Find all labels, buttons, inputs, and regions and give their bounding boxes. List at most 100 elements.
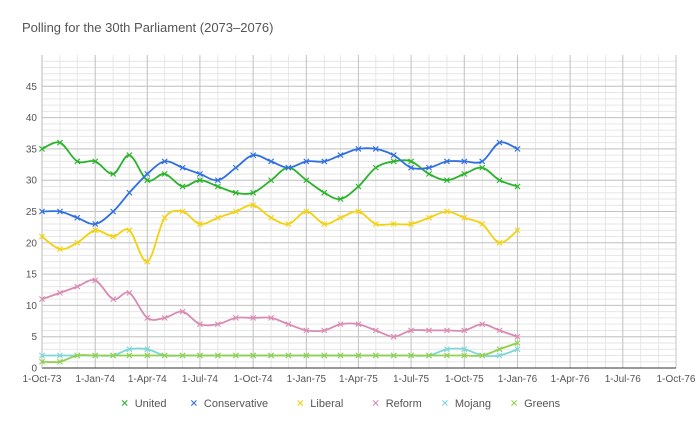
data-point-united <box>461 170 468 177</box>
data-point-conservative <box>443 158 450 165</box>
data-point-greens <box>443 352 450 359</box>
data-point-liberal <box>250 202 257 209</box>
data-point-liberal <box>110 233 117 240</box>
axes: 1-Oct-73 1-Jan-74 1-Apr-74 1-Jul-74 1-Oct-74… <box>23 55 696 385</box>
legend-item-conservative: Conservative <box>190 398 268 410</box>
data-point-liberal <box>496 239 503 246</box>
data-point-reform <box>337 321 344 328</box>
data-point-united <box>161 170 168 177</box>
data-point-united <box>321 189 328 196</box>
data-point-liberal <box>479 221 486 228</box>
legend-label-greens: Greens <box>524 398 561 410</box>
data-point-mojang <box>56 352 63 359</box>
data-point-greens <box>321 352 328 359</box>
x-tick-label: 1-Jan-74 <box>75 374 115 385</box>
data-point-reform <box>56 289 63 296</box>
data-point-conservative <box>355 145 362 152</box>
data-point-conservative <box>426 164 432 171</box>
data-point-reform <box>514 333 521 340</box>
series-conservative <box>39 139 521 228</box>
legend-marker-conservative <box>190 400 197 406</box>
series-line-greens <box>41 342 518 364</box>
data-point-liberal <box>268 214 275 221</box>
x-tick-label: 1-Jul-75 <box>393 374 430 385</box>
data-point-liberal <box>372 221 379 228</box>
x-tick-label: 1-Jul-74 <box>182 374 219 385</box>
data-point-united <box>179 183 186 190</box>
data-point-conservative <box>479 158 486 165</box>
data-point-mojang <box>144 346 151 353</box>
data-point-reform <box>126 289 133 296</box>
data-point-liberal <box>214 214 221 221</box>
data-point-greens <box>126 352 133 359</box>
data-point-united <box>232 189 239 196</box>
data-point-liberal <box>426 214 432 221</box>
data-point-greens <box>355 352 362 359</box>
data-point-reform <box>161 314 168 321</box>
data-point-reform <box>110 296 117 303</box>
data-point-reform <box>443 327 450 334</box>
y-tick-label: 10 <box>26 301 38 312</box>
data-point-liberal <box>232 208 239 215</box>
data-point-reform <box>144 314 151 321</box>
data-point-conservative <box>461 158 468 165</box>
data-point-liberal <box>161 214 168 221</box>
data-point-liberal <box>196 221 203 228</box>
data-point-reform <box>250 314 257 321</box>
data-point-conservative <box>496 139 503 146</box>
data-point-conservative <box>214 177 221 184</box>
data-point-greens <box>285 352 292 359</box>
legend-label-conservative: Conservative <box>204 398 268 410</box>
data-point-reform <box>426 327 432 334</box>
data-point-liberal <box>461 214 468 221</box>
series-line-conservative <box>41 141 518 226</box>
data-point-conservative <box>390 152 397 159</box>
y-tick-label: 25 <box>26 207 38 218</box>
data-point-reform <box>196 321 203 328</box>
legend-item-reform: Reform <box>372 398 422 410</box>
x-tick-label: 1-Jan-76 <box>498 374 538 385</box>
data-point-greens <box>390 352 397 359</box>
data-point-reform <box>355 321 362 328</box>
data-point-conservative <box>92 221 99 228</box>
x-tick-label: 1-Jul-76 <box>605 374 642 385</box>
data-point-liberal <box>443 208 450 215</box>
data-point-mojang <box>39 352 45 359</box>
data-point-conservative <box>74 214 81 221</box>
data-point-greens <box>426 352 432 359</box>
data-point-liberal <box>355 208 362 215</box>
data-point-mojang <box>514 346 521 353</box>
data-point-liberal <box>126 227 133 234</box>
y-tick-label: 5 <box>31 332 37 343</box>
data-point-united <box>372 164 379 171</box>
data-point-liberal <box>92 227 99 234</box>
data-point-reform <box>285 321 292 328</box>
data-point-conservative <box>408 164 415 171</box>
data-point-greens <box>337 352 344 359</box>
data-point-greens <box>56 358 63 365</box>
data-point-reform <box>268 314 275 321</box>
y-tick-label: 30 <box>26 176 38 187</box>
series-line-liberal <box>41 204 519 263</box>
data-point-conservative <box>144 170 151 177</box>
data-point-conservative <box>196 170 203 177</box>
data-point-conservative <box>321 158 328 165</box>
data-point-united <box>303 177 310 184</box>
data-point-greens <box>372 352 379 359</box>
data-point-conservative <box>161 158 168 165</box>
data-point-reform <box>74 283 81 290</box>
data-point-united <box>110 170 117 177</box>
data-point-conservative <box>372 145 379 152</box>
data-point-liberal <box>179 208 186 215</box>
data-point-reform <box>39 296 45 303</box>
data-point-liberal <box>390 221 397 228</box>
x-tick-label: 1-Oct-76 <box>657 374 696 385</box>
data-point-united <box>39 145 45 152</box>
data-point-conservative <box>232 164 239 171</box>
data-point-greens <box>39 358 45 365</box>
data-point-united <box>126 152 133 159</box>
data-point-united <box>355 183 362 190</box>
data-point-greens <box>161 352 168 359</box>
x-tick-label: 1-Apr-76 <box>551 374 590 385</box>
